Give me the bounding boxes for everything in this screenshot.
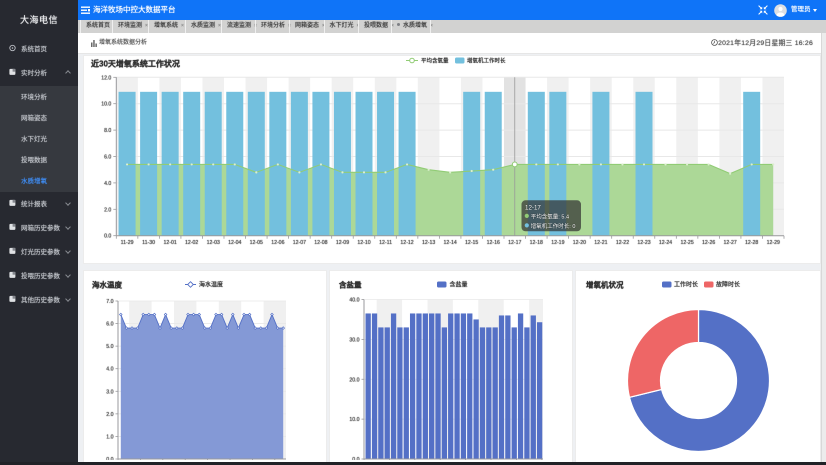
svg-text:含盐量: 含盐量 xyxy=(450,281,468,289)
svg-text:12-14: 12-14 xyxy=(444,240,457,246)
svg-text:12-10: 12-10 xyxy=(357,240,370,246)
svg-text:12-02: 12-02 xyxy=(185,240,198,246)
svg-text:平均含氧量: 5.4: 平均含氧量: 5.4 xyxy=(531,212,569,220)
svg-text:12-09: 12-09 xyxy=(336,240,349,246)
svg-text:12-15: 12-15 xyxy=(465,240,478,246)
svg-text:4.0: 4.0 xyxy=(106,367,113,373)
svg-text:1.0: 1.0 xyxy=(106,434,113,440)
svg-text:12-19: 12-19 xyxy=(551,240,564,246)
svg-text:12-01: 12-01 xyxy=(164,240,177,246)
svg-text:12-28: 12-28 xyxy=(745,240,758,246)
svg-text:12-06: 12-06 xyxy=(271,240,284,246)
svg-text:6.0: 6.0 xyxy=(106,322,113,328)
svg-text:12-08: 12-08 xyxy=(314,240,327,246)
svg-text:12-25: 12-25 xyxy=(680,240,693,246)
svg-text:12-05: 12-05 xyxy=(250,240,263,246)
svg-text:11-29: 11-29 xyxy=(121,240,134,246)
svg-text:20.0: 20.0 xyxy=(349,377,359,383)
svg-text:0.0: 0.0 xyxy=(106,457,113,460)
svg-text:12-13: 12-13 xyxy=(422,240,435,246)
svg-text:12-07: 12-07 xyxy=(293,240,306,246)
svg-text:2.0: 2.0 xyxy=(104,207,111,213)
svg-text:7.0: 7.0 xyxy=(106,299,113,305)
svg-text:12-26: 12-26 xyxy=(702,240,715,246)
svg-text:12-23: 12-23 xyxy=(637,240,650,246)
svg-text:30.0: 30.0 xyxy=(349,337,359,343)
svg-text:10.0: 10.0 xyxy=(349,417,359,423)
svg-text:12-11: 12-11 xyxy=(379,240,392,246)
svg-text:0.0: 0.0 xyxy=(352,457,359,460)
svg-text:含盐量: 含盐量 xyxy=(339,280,362,290)
svg-text:近30天增氧系统工作状况: 近30天增氧系统工作状况 xyxy=(91,59,180,69)
svg-text:12-04: 12-04 xyxy=(228,240,241,246)
svg-text:12-21: 12-21 xyxy=(594,240,607,246)
svg-text:2.0: 2.0 xyxy=(106,412,113,418)
svg-text:12-12: 12-12 xyxy=(400,240,413,246)
svg-text:12-27: 12-27 xyxy=(724,240,737,246)
svg-text:3.0: 3.0 xyxy=(106,389,113,395)
svg-text:12-18: 12-18 xyxy=(530,240,543,246)
svg-text:12-20: 12-20 xyxy=(573,240,586,246)
svg-text:0.0: 0.0 xyxy=(104,234,111,240)
svg-text:故障时长: 故障时长 xyxy=(716,281,740,289)
svg-text:海水温度: 海水温度 xyxy=(199,281,223,289)
svg-text:12-24: 12-24 xyxy=(659,240,672,246)
svg-text:平均含氧量: 平均含氧量 xyxy=(421,57,449,65)
svg-text:增氧机工作时长: 增氧机工作时长 xyxy=(467,57,506,65)
svg-text:12-29: 12-29 xyxy=(767,240,780,246)
svg-text:12-22: 12-22 xyxy=(616,240,629,246)
svg-text:12-17: 12-17 xyxy=(508,240,521,246)
svg-text:10.0: 10.0 xyxy=(101,102,111,108)
svg-text:12-03: 12-03 xyxy=(207,240,220,246)
svg-text:工作时长: 工作时长 xyxy=(674,281,698,289)
svg-text:5.0: 5.0 xyxy=(106,344,113,350)
svg-text:4.0: 4.0 xyxy=(104,181,111,187)
svg-text:增氧机工作时长: 0: 增氧机工作时长: 0 xyxy=(531,222,576,230)
svg-text:12-17: 12-17 xyxy=(525,205,541,212)
svg-text:11-30: 11-30 xyxy=(142,240,155,246)
svg-text:12.0: 12.0 xyxy=(101,75,111,81)
svg-text:6.0: 6.0 xyxy=(104,155,111,161)
svg-text:40.0: 40.0 xyxy=(349,298,359,304)
svg-text:增氧机状况: 增氧机状况 xyxy=(586,280,624,290)
svg-text:8.0: 8.0 xyxy=(104,128,111,134)
svg-text:12-16: 12-16 xyxy=(487,240,500,246)
svg-text:海水温度: 海水温度 xyxy=(92,280,122,290)
